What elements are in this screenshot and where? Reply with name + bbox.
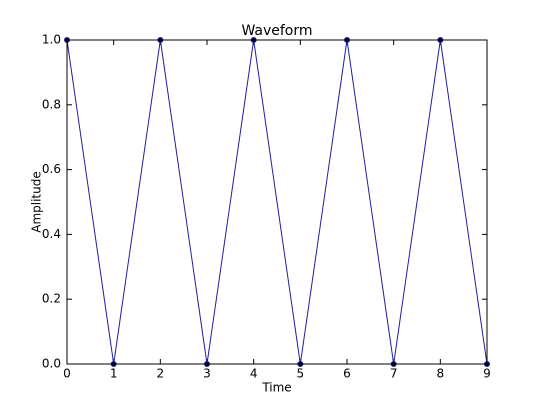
x-tick-label: 5 <box>297 367 305 381</box>
y-tick-label: 0.6 <box>42 162 61 176</box>
chart-title: Waveform <box>241 23 312 39</box>
x-tick-label: 2 <box>157 367 165 381</box>
y-tick-label: 0.4 <box>42 227 61 241</box>
x-tick-label: 6 <box>343 367 351 381</box>
x-tick-label: 8 <box>437 367 445 381</box>
y-axis-label: Amplitude <box>30 171 44 233</box>
x-tick-label: 0 <box>63 367 71 381</box>
y-tick-label: 0.0 <box>42 357 61 371</box>
y-tick-label: 1.0 <box>42 33 61 47</box>
x-tick-label: 7 <box>390 367 398 381</box>
line <box>66 39 488 365</box>
x-tick-label: 9 <box>483 367 491 381</box>
y-tick-label: 0.2 <box>42 292 61 306</box>
y-tick-label: 0.8 <box>42 97 61 111</box>
x-axis-label: Time <box>261 381 291 395</box>
x-tick-label: 3 <box>203 367 211 381</box>
x-tick-label: 4 <box>250 367 258 381</box>
plot-frame <box>66 39 488 365</box>
x-tick-label: 1 <box>110 367 118 381</box>
